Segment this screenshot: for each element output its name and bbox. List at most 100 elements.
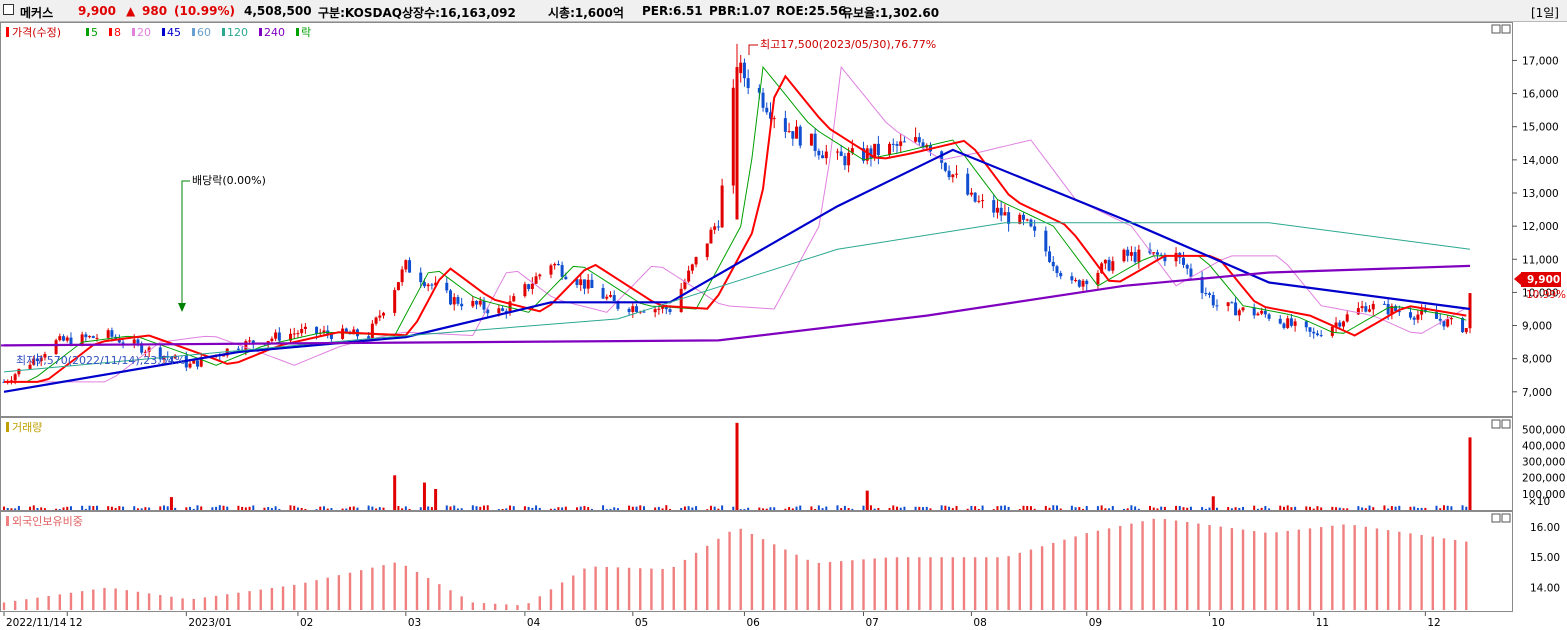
volume-bar xyxy=(695,506,698,510)
current-pct-text: 10.99% xyxy=(1526,289,1566,301)
volume-bar xyxy=(375,508,378,510)
volume-bar xyxy=(1178,505,1181,510)
volume-axis-label: 100,000 xyxy=(1522,489,1565,501)
foreign-ratio-bar xyxy=(750,533,754,610)
foreign-ratio-bar xyxy=(438,584,441,610)
candle-body xyxy=(1341,321,1345,327)
legend-ma-swatch xyxy=(109,28,112,36)
foreign-panel-minimize-icon[interactable] xyxy=(1491,513,1501,523)
volume-bar xyxy=(706,509,709,510)
foreign-ratio-bar xyxy=(237,592,240,610)
per-value: PER:6.51 xyxy=(642,4,703,18)
volume-bar xyxy=(66,506,69,510)
volume-bar xyxy=(810,506,813,510)
candle-body xyxy=(616,300,620,309)
foreign-panel-title: 외국인보유비중 xyxy=(12,515,83,528)
candle-body xyxy=(408,260,412,273)
candle-body xyxy=(1059,273,1063,277)
volume-bar xyxy=(1357,506,1360,510)
volume-bar xyxy=(951,508,954,510)
volume-bar xyxy=(605,509,608,510)
foreign-ratio-bar xyxy=(538,596,541,610)
foreign-ratio-bar xyxy=(650,568,653,610)
foreign-ratio-bar xyxy=(1431,536,1434,610)
volume-bar xyxy=(583,505,586,510)
price-plot xyxy=(1,43,1472,393)
volume-bar xyxy=(1052,505,1055,510)
volume-bar xyxy=(628,505,631,510)
candle-body xyxy=(1438,318,1442,321)
candle-body xyxy=(236,348,240,350)
candle-body xyxy=(382,312,386,316)
foreign-ratio-bar xyxy=(1029,549,1033,610)
volume-bar xyxy=(1104,508,1107,510)
volume-bar xyxy=(1238,507,1241,510)
foreign-ratio-bar xyxy=(404,565,408,610)
volume-bar xyxy=(1096,506,1099,510)
volume-bar xyxy=(665,505,668,510)
volume-bar xyxy=(1394,506,1397,510)
foreign-ratio-bar xyxy=(226,594,229,610)
candle-body xyxy=(1345,314,1349,322)
foreign-ratio-bar xyxy=(527,603,530,610)
price-panel-close-icon[interactable] xyxy=(1501,24,1511,34)
candle-body xyxy=(757,88,761,93)
candle-body xyxy=(497,308,501,314)
candle-body xyxy=(434,282,438,286)
volume-bar xyxy=(471,505,474,510)
price-panel-minimize-icon[interactable] xyxy=(1491,24,1501,34)
candle-body xyxy=(1111,261,1115,271)
volume-bar xyxy=(274,506,277,510)
candle-body xyxy=(110,330,114,337)
foreign-title-swatch xyxy=(6,516,9,526)
volume-panel-close-icon[interactable] xyxy=(1501,419,1511,429)
foreign-ratio-bar xyxy=(583,568,586,610)
candle-body xyxy=(430,284,434,286)
candle-body xyxy=(579,279,583,286)
foreign-ratio-bar xyxy=(382,565,385,610)
panel-buttons[interactable] xyxy=(1491,24,1511,523)
foreign-ratio-bar xyxy=(572,575,575,610)
foreign-ratio-bar xyxy=(326,577,329,610)
volume-panel-minimize-icon[interactable] xyxy=(1491,419,1501,429)
volume-bar xyxy=(14,508,17,510)
candle-body xyxy=(977,200,981,202)
high-annotation: 최고17,500(2023/05/30),76.77% xyxy=(760,38,936,51)
candle-body xyxy=(1435,311,1439,319)
candle-body xyxy=(1278,318,1282,324)
volume-bar xyxy=(836,505,839,510)
foreign-ratio-bar xyxy=(639,568,642,610)
period-selector[interactable]: [1일] xyxy=(1530,6,1559,20)
candle-body xyxy=(378,315,382,318)
volume-bar xyxy=(1108,508,1111,510)
candle-body xyxy=(847,152,851,166)
volume-bar xyxy=(1398,505,1401,510)
candle-body xyxy=(1416,314,1420,320)
candle-body xyxy=(1044,230,1048,252)
candle-body xyxy=(992,200,996,213)
price-legend: 가격(수정) 5 8 20 45 60 120 240 락 xyxy=(6,26,311,39)
candle-body xyxy=(1048,251,1052,262)
foreign-ratio-bar xyxy=(415,571,419,610)
foreign-ratio-bar xyxy=(25,599,28,610)
select-checkbox[interactable] xyxy=(3,4,14,15)
market-cap: 시총:1,600억 xyxy=(548,6,624,20)
ma45-line xyxy=(3,148,1471,393)
candle-body xyxy=(746,78,750,89)
candle-body xyxy=(1055,266,1059,274)
volume-bar xyxy=(378,507,381,510)
candle-body xyxy=(590,279,594,288)
volume-bar xyxy=(1282,506,1285,510)
candle-body xyxy=(1133,252,1137,262)
foreign-ratio-bar xyxy=(873,558,876,610)
foreign-ratio-bar xyxy=(2,602,6,610)
foreign-ratio-bar xyxy=(839,561,843,610)
volume-bar xyxy=(460,508,463,510)
candle-body xyxy=(303,326,307,329)
candle-body xyxy=(1260,310,1264,314)
volume-bar xyxy=(661,508,664,510)
foreign-ratio-bar xyxy=(471,602,475,610)
foreign-panel-close-icon[interactable] xyxy=(1501,513,1511,523)
candle-body xyxy=(270,338,274,342)
foreign-ratio-bar xyxy=(1308,528,1312,610)
